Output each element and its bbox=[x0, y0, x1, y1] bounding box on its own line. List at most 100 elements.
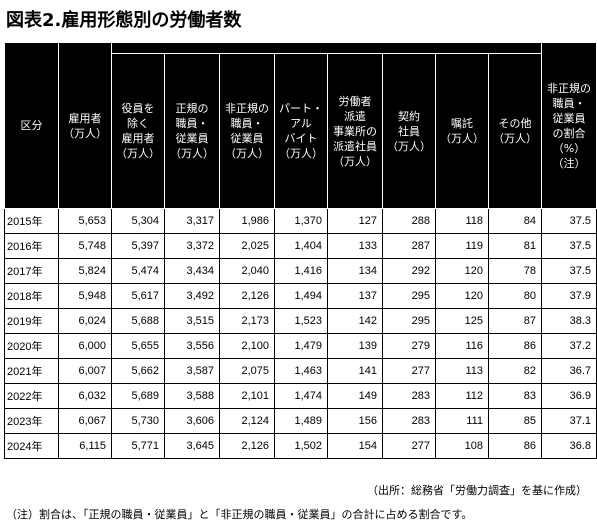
table-cell: 139 bbox=[327, 333, 383, 359]
table-cell: 5,948 bbox=[58, 283, 112, 309]
table-cell: 283 bbox=[382, 383, 436, 409]
table-cell: 6,000 bbox=[58, 333, 112, 359]
header-lines: 区分 bbox=[21, 118, 43, 133]
header-lines: その他 （万人） bbox=[493, 116, 537, 146]
table-cell: 5,689 bbox=[111, 383, 165, 409]
header-lines: 嘱託 （万人） bbox=[440, 116, 484, 146]
table-cell: 6,032 bbox=[58, 383, 112, 409]
row-year-cell: 2021年 bbox=[4, 358, 59, 384]
table-cell: 5,474 bbox=[111, 258, 165, 284]
table-cell: 1,463 bbox=[274, 358, 328, 384]
table-cell: 37.5 bbox=[541, 208, 597, 234]
table-cell: 295 bbox=[382, 308, 436, 334]
table-cell: 2,126 bbox=[219, 283, 275, 309]
header-text: バイト bbox=[284, 132, 318, 145]
header-entrusted-employees: 嘱託 （万人） bbox=[435, 53, 489, 209]
footnote: （注）割合は、「正規の職員・従業員」と「非正規の職員・従業員」の合計に占める割合… bbox=[6, 508, 473, 521]
table-cell: 142 bbox=[327, 308, 383, 334]
header-part-time: パート・ アル バイト （万人） bbox=[274, 53, 328, 209]
header-text: 従業員 bbox=[552, 111, 586, 125]
table-cell: 2,025 bbox=[219, 233, 275, 259]
header-text: （万人） bbox=[279, 147, 323, 160]
table-cell: 127 bbox=[327, 208, 383, 234]
table-cell: 1,416 bbox=[274, 258, 328, 284]
table-cell: 3,645 bbox=[164, 433, 220, 459]
row-year-cell: 2024年 bbox=[4, 433, 59, 459]
header-text: （万人） bbox=[387, 139, 431, 153]
table-cell: 80 bbox=[488, 283, 542, 309]
table-cell: 83 bbox=[488, 383, 542, 409]
header-text: 除く bbox=[127, 117, 149, 130]
header-other: その他 （万人） bbox=[488, 53, 542, 209]
header-text: （注） bbox=[552, 156, 586, 170]
header-text: 職員・ bbox=[552, 96, 586, 110]
header-text: （万人） bbox=[170, 147, 214, 160]
source-note: （出所：総務省「労働力調査」を基に作成） bbox=[367, 484, 587, 497]
table-cell: 111 bbox=[435, 408, 489, 434]
header-lines: 契約 社員 （万人） bbox=[387, 109, 431, 154]
header-category: 区分 bbox=[4, 42, 59, 209]
table-cell: 1,523 bbox=[274, 308, 328, 334]
header-text: （%） bbox=[552, 141, 586, 155]
header-text: （万人） bbox=[440, 132, 484, 145]
row-year-cell: 2016年 bbox=[4, 233, 59, 259]
table-cell: 287 bbox=[382, 233, 436, 259]
table-cell: 3,587 bbox=[164, 358, 220, 384]
table-cell: 3,556 bbox=[164, 333, 220, 359]
header-text: 派遣 bbox=[344, 109, 366, 123]
header-employees: 雇用者 （万人） bbox=[58, 42, 112, 209]
header-group-band bbox=[111, 42, 542, 54]
header-text: 嘱託 bbox=[451, 117, 473, 130]
header-text: 事業所の bbox=[333, 124, 377, 138]
header-text: パート・ bbox=[279, 102, 323, 115]
table-cell: 5,688 bbox=[111, 308, 165, 334]
table-cell: 118 bbox=[435, 208, 489, 234]
header-text: 役員を bbox=[121, 102, 155, 115]
header-text: 派遣社員 bbox=[333, 139, 377, 153]
table-cell: 137 bbox=[327, 283, 383, 309]
table-cell: 277 bbox=[382, 433, 436, 459]
table-cell: 36.7 bbox=[541, 358, 597, 384]
table-cell: 5,653 bbox=[58, 208, 112, 234]
table-cell: 133 bbox=[327, 233, 383, 259]
table-cell: 86 bbox=[488, 333, 542, 359]
table-cell: 36.9 bbox=[541, 383, 597, 409]
table-cell: 3,372 bbox=[164, 233, 220, 259]
table-cell: 3,515 bbox=[164, 308, 220, 334]
table-cell: 5,748 bbox=[58, 233, 112, 259]
table-cell: 1,494 bbox=[274, 283, 328, 309]
header-text: 非正規の bbox=[225, 102, 269, 115]
table-cell: 3,434 bbox=[164, 258, 220, 284]
header-text: その他 bbox=[498, 117, 532, 130]
table-cell: 38.3 bbox=[541, 308, 597, 334]
row-year-cell: 2023年 bbox=[4, 408, 59, 434]
table-cell: 37.1 bbox=[541, 408, 597, 434]
table-row: 2016年 5,748 5,397 3,372 2,025 1,404 133 287 119 8… bbox=[4, 233, 597, 259]
table-cell: 108 bbox=[435, 433, 489, 459]
table-cell: 279 bbox=[382, 333, 436, 359]
page-title: 図表2.雇用形態別の労働者数 bbox=[6, 10, 242, 31]
table-cell: 86 bbox=[488, 433, 542, 459]
table-cell: 6,067 bbox=[58, 408, 112, 434]
table-cell: 134 bbox=[327, 258, 383, 284]
header-text: 職員・ bbox=[230, 117, 264, 130]
table-cell: 2,075 bbox=[219, 358, 275, 384]
table-cell: 2,173 bbox=[219, 308, 275, 334]
header-lines: 正規の 職員・ 従業員 （万人） bbox=[170, 101, 214, 161]
header-text: 非正規の bbox=[547, 81, 591, 95]
table-cell: 6,115 bbox=[58, 433, 112, 459]
table-body: 2015年 5,653 5,304 3,317 1,986 1,370 127 288 118 8… bbox=[4, 208, 597, 459]
header-lines: 非正規の 職員・ 従業員 の割合 （%） （注） bbox=[547, 81, 591, 171]
table-cell: 5,397 bbox=[111, 233, 165, 259]
table-cell: 112 bbox=[435, 383, 489, 409]
header-text: （万人） bbox=[225, 147, 269, 160]
table-cell: 1,502 bbox=[274, 433, 328, 459]
table-cell: 81 bbox=[488, 233, 542, 259]
table-cell: 292 bbox=[382, 258, 436, 284]
table-cell: 149 bbox=[327, 383, 383, 409]
header-dispatched-workers: 労働者 派遣 事業所の 派遣社員 （万人） bbox=[327, 53, 383, 209]
header-text: 従業員 bbox=[175, 132, 209, 145]
table-row: 2024年 6,115 5,771 3,645 2,126 1,502 154 277 108 8… bbox=[4, 433, 597, 459]
table-cell: 1,370 bbox=[274, 208, 328, 234]
header-lines: 非正規の 職員・ 従業員 （万人） bbox=[225, 101, 269, 161]
